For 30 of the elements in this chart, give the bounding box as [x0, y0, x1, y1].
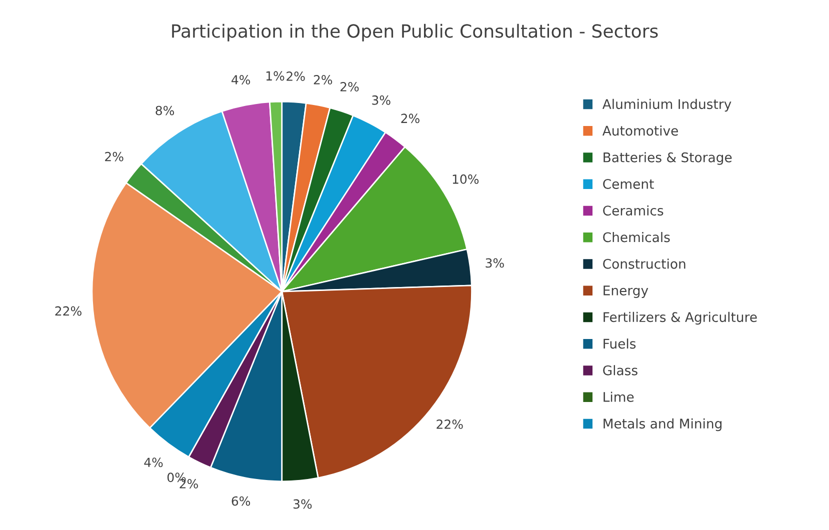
legend-label: Metals and Mining: [604, 418, 722, 432]
legend-label: Automotive: [602, 125, 678, 136]
legend-label: Construction: [603, 258, 686, 269]
legend-label: Fertilizers & Agriculture: [604, 312, 757, 325]
data-label: 10%: [452, 174, 479, 184]
data-label: 2%: [314, 75, 332, 84]
data-label: 2%: [401, 114, 420, 124]
data-label: 2%: [286, 72, 305, 81]
chart-title: Participation in the Open Public Consultation - Sectors: [172, 24, 658, 42]
data-label: 4%: [144, 458, 163, 468]
legend-label: Batteries & Storage: [604, 152, 732, 165]
legend-label: Ceramics: [603, 205, 664, 216]
data-label: 8%: [156, 106, 174, 116]
data-label: 4%: [232, 75, 250, 84]
legend-label: Aluminium Industry: [602, 98, 732, 112]
data-label: 1%: [266, 71, 284, 81]
legend-label: Fuels: [604, 338, 636, 349]
data-label: 6%: [232, 496, 250, 506]
legend-label: Lime: [604, 392, 634, 402]
data-label: 2%: [105, 152, 124, 162]
data-label: 3%: [294, 499, 312, 509]
data-label: 2%: [340, 82, 359, 92]
legend-label: Chemicals: [603, 232, 670, 242]
legend-label: Cement: [603, 178, 654, 189]
data-label: 22%: [55, 306, 82, 316]
legend-label: Energy: [604, 286, 648, 298]
legend-label: Glass: [603, 365, 638, 376]
data-label: 3%: [372, 95, 390, 105]
data-label: 22%: [436, 419, 463, 429]
data-label: 3%: [486, 258, 504, 268]
